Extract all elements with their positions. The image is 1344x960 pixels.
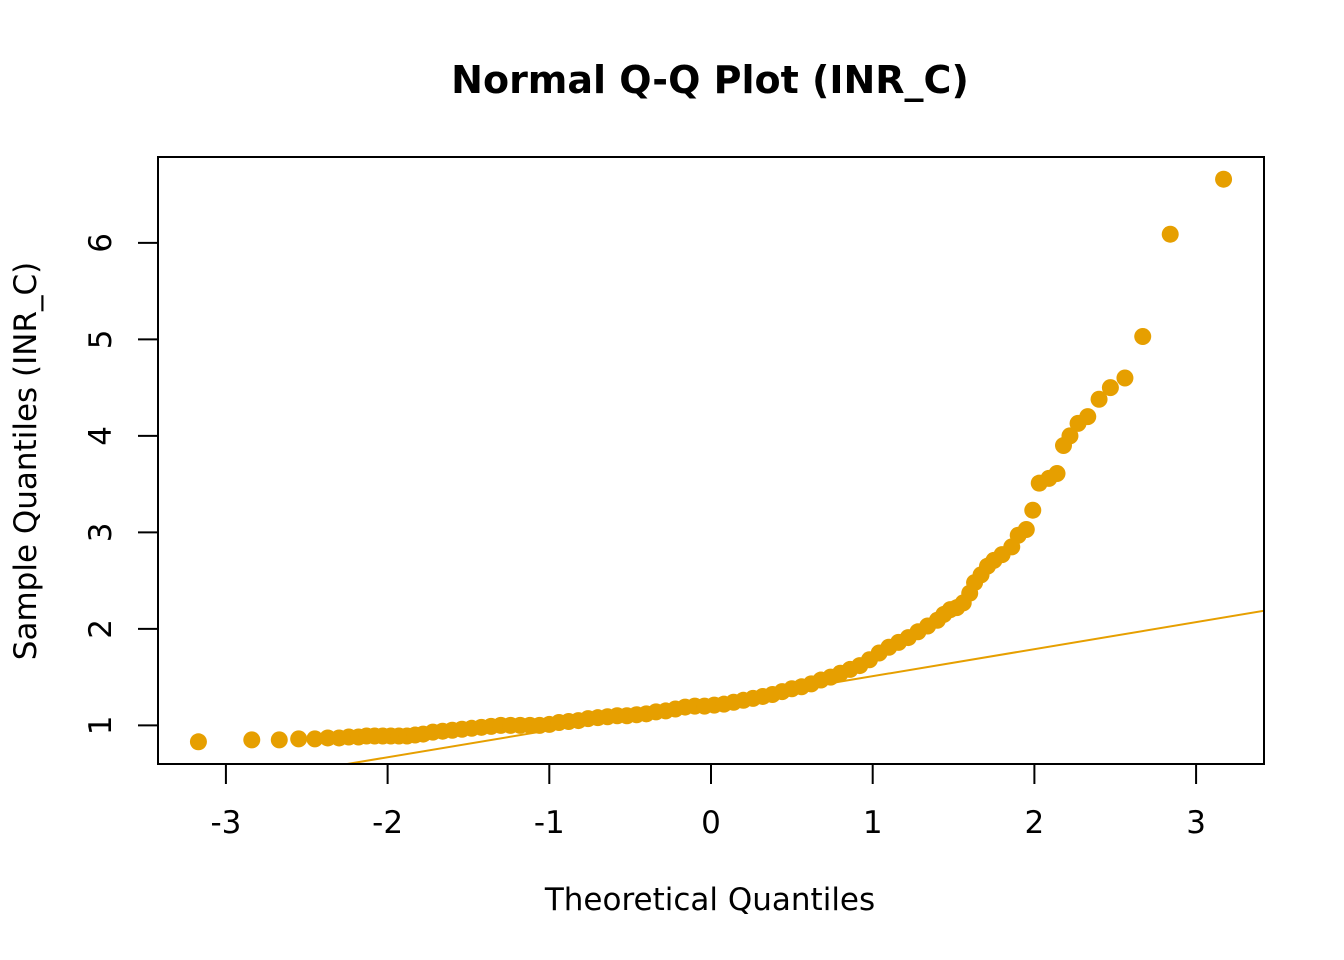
data-point-0 xyxy=(189,733,207,751)
data-point-86 xyxy=(1048,465,1066,483)
x-tick-label-1: -2 xyxy=(372,805,403,841)
x-tick-label-5: 2 xyxy=(1025,805,1045,841)
data-point-88 xyxy=(1061,427,1079,445)
data-point-91 xyxy=(1090,390,1108,408)
y-axis: 1 2 3 4 5 6 xyxy=(83,233,159,736)
points-layer xyxy=(189,170,1233,751)
plot-frame xyxy=(157,156,1265,765)
y-tick-label-5: 6 xyxy=(83,233,119,253)
data-point-90 xyxy=(1079,408,1097,426)
x-tick-label-3: 0 xyxy=(701,805,721,841)
data-point-95 xyxy=(1161,225,1179,243)
data-point-96 xyxy=(1215,170,1233,188)
data-point-92 xyxy=(1101,379,1119,397)
y-tick-label-0: 1 xyxy=(83,716,119,736)
data-point-93 xyxy=(1116,369,1134,387)
x-tick-label-0: -3 xyxy=(210,805,241,841)
x-tick-label-4: 1 xyxy=(863,805,883,841)
x-axis-label: Theoretical Quantiles xyxy=(544,882,875,918)
data-point-82 xyxy=(1017,520,1035,538)
data-point-83 xyxy=(1024,501,1042,519)
x-axis: -3 -2 -1 0 1 2 3 xyxy=(210,763,1206,841)
data-point-1 xyxy=(243,731,261,749)
y-tick-label-4: 5 xyxy=(83,330,119,350)
x-tick-label-6: 3 xyxy=(1186,805,1206,841)
y-axis-label: Sample Quantiles (INR_C) xyxy=(8,262,44,660)
y-tick-label-1: 2 xyxy=(83,619,119,639)
data-point-4 xyxy=(306,730,324,748)
chart-title: Normal Q-Q Plot (INR_C) xyxy=(451,58,969,102)
x-tick-label-2: -1 xyxy=(534,805,565,841)
y-tick-label-3: 4 xyxy=(83,426,119,446)
data-point-2 xyxy=(270,731,288,749)
y-tick-label-2: 3 xyxy=(83,523,119,543)
data-point-94 xyxy=(1134,327,1152,345)
data-point-3 xyxy=(290,730,308,748)
